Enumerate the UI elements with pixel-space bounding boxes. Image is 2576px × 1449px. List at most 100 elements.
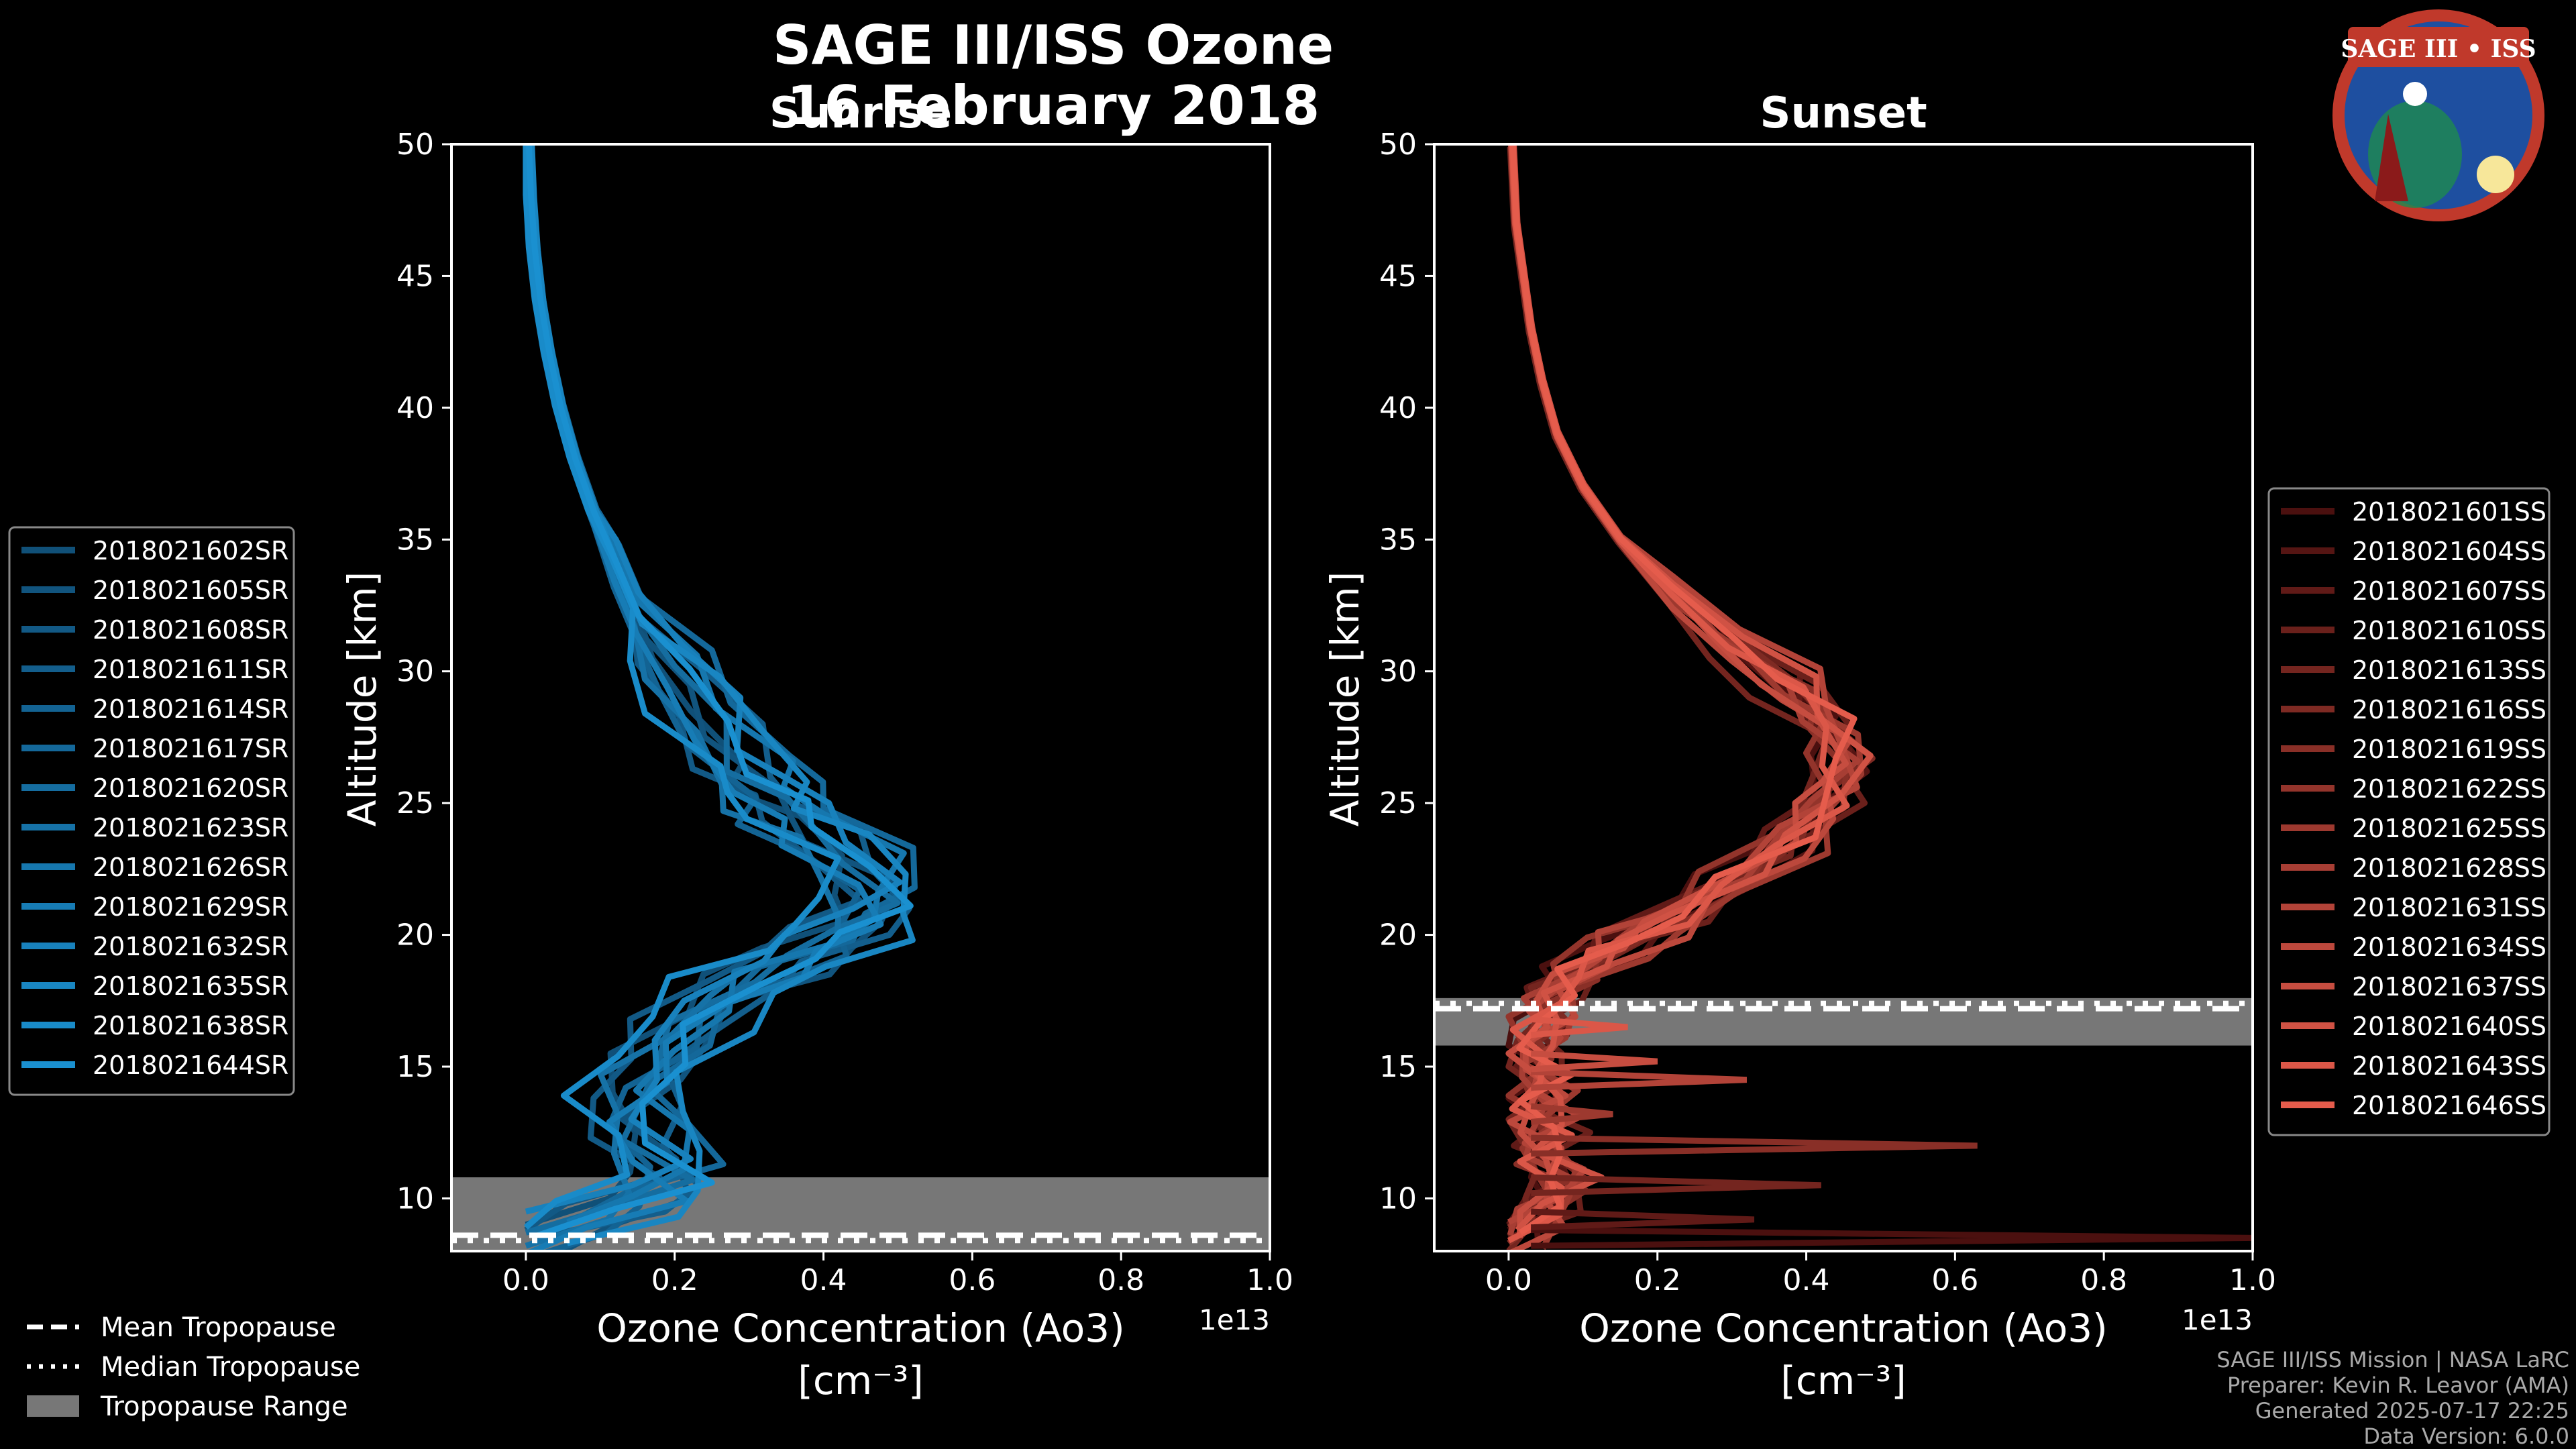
sunrise-profile-2018021638SR bbox=[523, 144, 841, 1230]
sunrise-ytick-label: 10 bbox=[396, 1181, 434, 1216]
sunset-legend: 2018021601SS 2018021604SS 2018021607SS 2018… bbox=[2267, 487, 2551, 1136]
sunrise-ytick-label: 35 bbox=[396, 523, 434, 557]
sunset-legend-label: 2018021643SS bbox=[2352, 1051, 2546, 1081]
sunrise-ytick-label: 15 bbox=[396, 1050, 434, 1084]
sunset-ytick-label: 50 bbox=[1379, 127, 1417, 162]
sunset-panel: Sunset 0.0 0.2 0.4 0.6 0.8 1.0 10 15 20 25 30 35 40 4… bbox=[1322, 89, 2276, 1403]
sunrise-profile-2018021644SR bbox=[525, 144, 914, 1238]
sunrise-ylabel: Altitude [km] bbox=[339, 572, 385, 826]
sunrise-ytick-label: 50 bbox=[396, 127, 434, 162]
sunset-ytick-label: 45 bbox=[1379, 259, 1417, 293]
sunrise-xtick-label: 0.2 bbox=[651, 1263, 698, 1297]
sunset-ytick-label: 15 bbox=[1379, 1050, 1417, 1084]
sunset-spike bbox=[1531, 1208, 1755, 1231]
sunrise-axes-frame bbox=[450, 143, 1271, 1252]
sunset-plot-area: 0.0 0.2 0.4 0.6 0.8 1.0 10 15 20 25 30 35 40 45 50 bbox=[1379, 127, 2276, 1297]
sunset-legend-label: 2018021646SS bbox=[2352, 1091, 2546, 1120]
sunset-legend-label: 2018021610SS bbox=[2352, 616, 2546, 645]
sunrise-legend-frame bbox=[8, 526, 295, 1096]
sunrise-xlabel-line2: [cm⁻³] bbox=[798, 1358, 924, 1403]
sunset-legend-label: 2018021622SS bbox=[2352, 774, 2546, 804]
sunset-ylabel: Altitude [km] bbox=[1322, 572, 1368, 826]
sunset-xlabel-line1: Ozone Concentration (Ao3) bbox=[1579, 1305, 2108, 1351]
sunset-spike bbox=[1531, 1069, 1747, 1091]
sunrise-legend-label: 2018021605SR bbox=[93, 576, 288, 605]
sunset-xtick-label: 0.4 bbox=[1783, 1263, 1830, 1297]
sunset-ytick-label: 10 bbox=[1379, 1181, 1417, 1216]
sunset-xtick-label: 0.8 bbox=[2080, 1263, 2127, 1297]
sunrise-xtick-label: 1.0 bbox=[1246, 1263, 1293, 1297]
sunrise-legend-label: 2018021638SR bbox=[93, 1011, 288, 1040]
sunrise-legend-label: 2018021644SR bbox=[93, 1051, 288, 1080]
sunrise-legend-label: 2018021611SR bbox=[93, 655, 288, 684]
sunrise-xlabel-line1: Ozone Concentration (Ao3) bbox=[596, 1305, 1125, 1351]
mean-tropopause-label: Mean Tropopause bbox=[101, 1312, 336, 1343]
badge-title: SAGE III • ISS bbox=[2341, 35, 2536, 63]
sage-badge-logo: SAGE III • ISS bbox=[2332, 9, 2544, 221]
sunset-xtick-label: 1.0 bbox=[2229, 1263, 2276, 1297]
sunrise-profile-2018021629SR bbox=[523, 147, 884, 1251]
tropopause-range-label: Tropopause Range bbox=[100, 1391, 348, 1422]
sunset-spike bbox=[1530, 1103, 1613, 1125]
sunset-title: Sunset bbox=[1760, 89, 1927, 138]
sunrise-xtick-label: 0.6 bbox=[949, 1263, 996, 1297]
footer-credits: SAGE III/ISS Mission | NASA LaRC Prepare… bbox=[2216, 1347, 2569, 1449]
sunset-legend-label: 2018021634SS bbox=[2352, 932, 2546, 962]
sunrise-title: Sunrise bbox=[769, 89, 952, 138]
sunset-xtick-label: 0.0 bbox=[1485, 1263, 1532, 1297]
sunrise-ytick-label: 30 bbox=[396, 655, 434, 689]
sunrise-xtick-label: 0.0 bbox=[502, 1263, 549, 1297]
median-tropopause-label: Median Tropopause bbox=[101, 1352, 360, 1383]
sunrise-panel: Sunrise 0.0 0.2 0.4 0.6 0.8 1.0 10 15 20 25 30 35 40… bbox=[339, 89, 1293, 1403]
footer-generated: Generated 2025-07-17 22:25 bbox=[2255, 1398, 2569, 1424]
sunset-xlabel-line2: [cm⁻³] bbox=[1780, 1358, 1907, 1403]
sunrise-legend-label: 2018021635SR bbox=[93, 971, 288, 1001]
sunrise-ytick-label: 40 bbox=[396, 391, 434, 425]
sunset-ytick-label: 40 bbox=[1379, 391, 1417, 425]
sunrise-legend-label: 2018021617SR bbox=[93, 734, 288, 763]
sunset-legend-label: 2018021616SS bbox=[2352, 695, 2546, 724]
sunset-profile-2018021646SS bbox=[1509, 144, 1858, 1236]
footer-preparer: Preparer: Kevin R. Leavor (AMA) bbox=[2227, 1373, 2569, 1398]
sunset-x-scale-label: 1e13 bbox=[2182, 1303, 2253, 1336]
sunrise-legend-label: 2018021629SR bbox=[93, 892, 288, 922]
sunset-legend-label: 2018021631SS bbox=[2352, 893, 2546, 922]
figure-title-line2: 16 February 2018 bbox=[787, 74, 1320, 137]
figure-title-line1: SAGE III/ISS Ozone bbox=[773, 14, 1334, 76]
sunrise-legend-label: 2018021632SR bbox=[93, 932, 288, 961]
footer-data-version: Data Version: 6.0.0 bbox=[2363, 1424, 2569, 1449]
sunrise-ytick-label: 45 bbox=[396, 259, 434, 293]
sunset-ytick-label: 25 bbox=[1379, 786, 1417, 820]
sunrise-x-scale-label: 1e13 bbox=[1199, 1303, 1270, 1336]
sunrise-legend: 2018021602SR 2018021605SR 2018021608SR 2018… bbox=[8, 526, 295, 1096]
sunrise-legend-label: 2018021602SR bbox=[93, 536, 288, 566]
sunset-legend-label: 2018021625SS bbox=[2352, 814, 2546, 843]
sunset-ytick-label: 20 bbox=[1379, 918, 1417, 953]
sunset-xtick-label: 0.6 bbox=[1931, 1263, 1978, 1297]
sunset-spike bbox=[1531, 1134, 1978, 1157]
sunset-legend-label: 2018021601SS bbox=[2352, 497, 2546, 527]
footer-mission: SAGE III/ISS Mission | NASA LaRC bbox=[2216, 1347, 2569, 1373]
sunrise-legend-label: 2018021623SR bbox=[93, 813, 288, 843]
sunrise-ytick-label: 20 bbox=[396, 918, 434, 953]
sunset-legend-label: 2018021619SS bbox=[2352, 735, 2546, 764]
sunset-spike bbox=[1530, 1050, 1658, 1073]
tropopause-range-swatch bbox=[27, 1395, 79, 1417]
sunset-xtick-label: 0.2 bbox=[1634, 1263, 1681, 1297]
sunrise-legend-label: 2018021608SR bbox=[93, 615, 288, 645]
sunset-ytick-label: 35 bbox=[1379, 523, 1417, 557]
sunrise-legend-label: 2018021626SR bbox=[93, 853, 288, 882]
sunrise-plot-area: 0.0 0.2 0.4 0.6 0.8 1.0 10 15 20 25 30 35 40 45 50 bbox=[396, 127, 1293, 1297]
sunrise-legend-label: 2018021614SR bbox=[93, 694, 288, 724]
sunset-spike bbox=[1531, 1227, 2253, 1249]
sunset-spike bbox=[1531, 1174, 1821, 1197]
sunset-spike bbox=[1530, 1016, 1628, 1038]
tropopause-legend: Mean Tropopause Median Tropopause Tropop… bbox=[27, 1312, 360, 1422]
sunset-legend-frame bbox=[2267, 487, 2551, 1136]
sunrise-ytick-label: 25 bbox=[396, 786, 434, 820]
sunrise-xtick-label: 0.4 bbox=[800, 1263, 847, 1297]
sunset-ytick-label: 30 bbox=[1379, 655, 1417, 689]
sunset-axes-frame bbox=[1433, 143, 2254, 1252]
sunrise-profile-2018021611SR bbox=[527, 144, 912, 1241]
